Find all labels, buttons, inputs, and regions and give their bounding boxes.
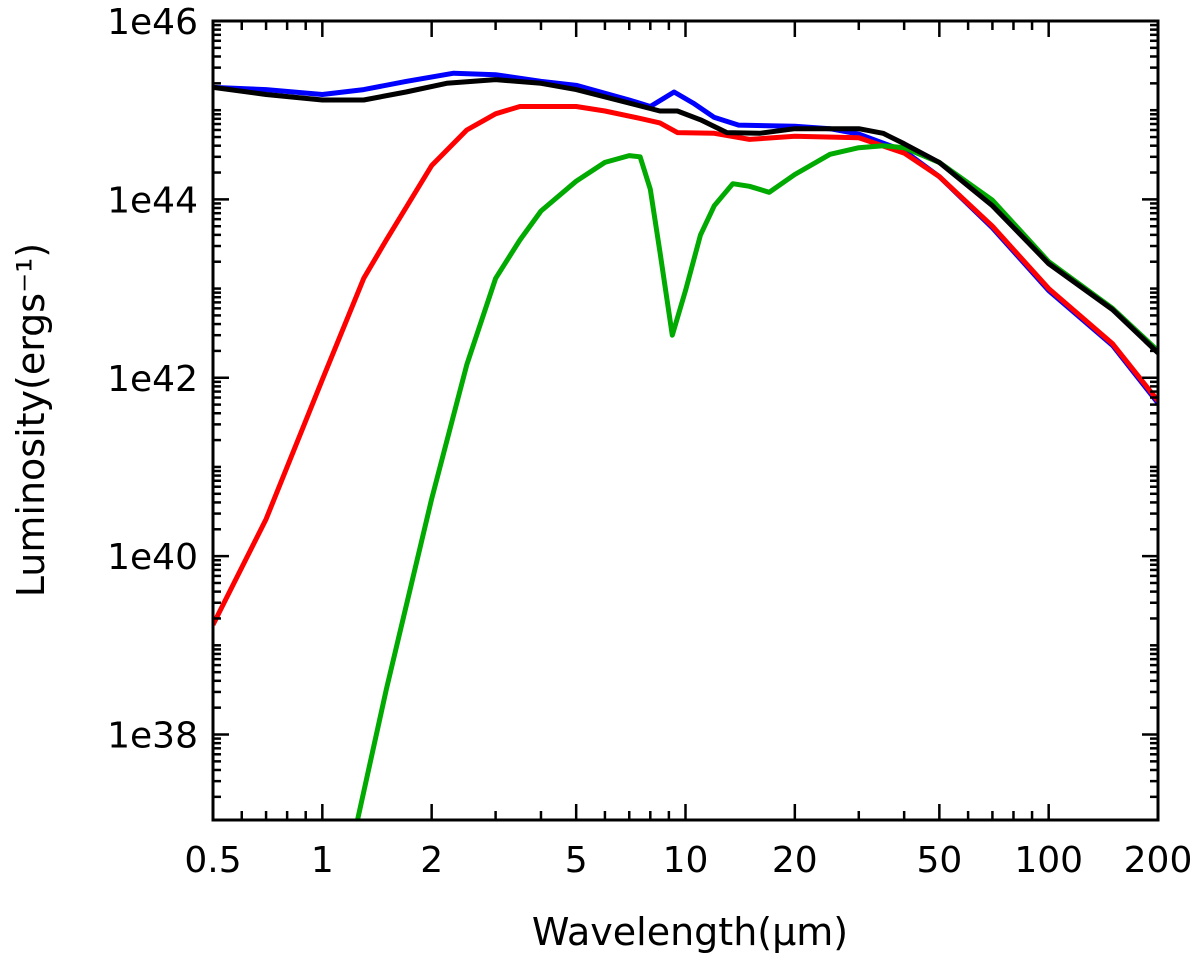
x-tick-label: 0.5 xyxy=(184,840,241,881)
ticks-layer: 0.5 1 2 5 10 20 50 100 200 1e38 1e40 1e42 1e44 1e46 xyxy=(107,2,1192,881)
y-tick-label: 1e44 xyxy=(107,180,198,221)
x-tick-label: 50 xyxy=(916,840,962,881)
x-tick-label: 2 xyxy=(420,840,443,881)
x-tick-label: 100 xyxy=(1014,840,1083,881)
y-tick-label: 1e46 xyxy=(107,2,198,43)
series-line-0 xyxy=(213,70,1158,405)
y-tick-label: 1e38 xyxy=(107,716,198,757)
x-tick-label: 1 xyxy=(311,840,334,881)
y-axis-label: Luminosity(ergs⁻¹) xyxy=(9,243,53,597)
x-tick-label: 5 xyxy=(565,840,588,881)
series-layer xyxy=(213,70,1158,820)
plot-frame xyxy=(211,19,1160,822)
series-line-3 xyxy=(213,77,1158,355)
x-tick-label: 10 xyxy=(663,840,709,881)
x-tick-label: 20 xyxy=(772,840,818,881)
x-tick-label: 200 xyxy=(1124,840,1193,881)
series-line-2 xyxy=(355,143,1158,820)
y-tick-label: 1e40 xyxy=(107,537,198,578)
y-tick-label: 1e42 xyxy=(107,359,198,400)
series-line-1 xyxy=(213,104,1158,626)
x-axis-label: Wavelength(μm) xyxy=(532,910,848,954)
